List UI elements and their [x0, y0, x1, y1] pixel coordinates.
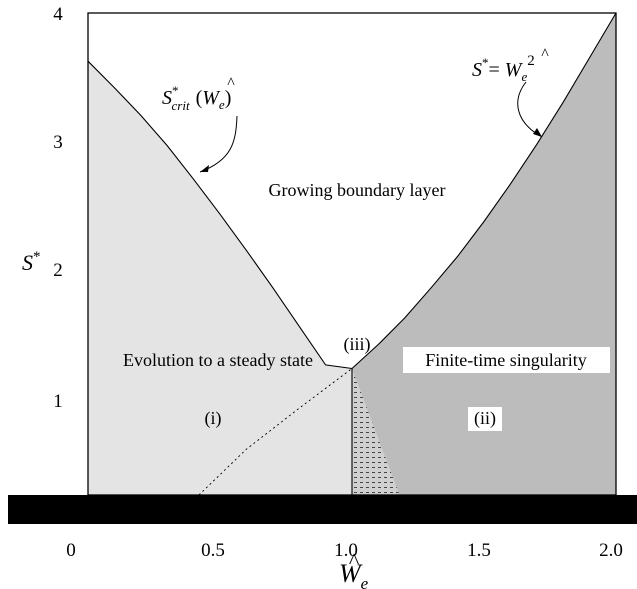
- parabola-label: S*= We2: [472, 53, 535, 84]
- y-axis-label: S*: [22, 249, 41, 275]
- region-label-steady: Evolution to a steady state: [123, 350, 313, 370]
- x-axis-label-base: W: [339, 559, 363, 588]
- crit-curve-pointer: [199, 115, 238, 173]
- svg-text:S*: S*: [22, 249, 41, 275]
- hatched-wedge: [352, 368, 400, 495]
- x-tick-label: 0.5: [201, 540, 225, 561]
- region-tag-iii: (iii): [344, 334, 371, 355]
- crit-curve-label-hat: ^: [227, 75, 235, 92]
- region-steady-state-area: [88, 61, 352, 495]
- parabola-pointer: [517, 81, 543, 138]
- crit-curve-arrowhead: [200, 165, 209, 172]
- x-axis-label-sub: e: [361, 574, 369, 589]
- region-label-singularity: Finite-time singularity: [425, 350, 586, 370]
- parabola-arrowhead: [533, 128, 542, 137]
- x-axis-band: [8, 495, 637, 524]
- crit-curve-label: S* crit (We): [162, 83, 231, 113]
- series-dotted-boundary: [198, 368, 353, 496]
- curves-layer: [87, 12, 617, 496]
- region-tag-ii: (ii): [474, 408, 496, 429]
- region-singularity-area: [352, 13, 616, 495]
- svg-text:We: We: [339, 559, 369, 589]
- region-label-growing: Growing boundary layer: [269, 180, 446, 200]
- x-tick-label: 1.0: [334, 540, 358, 561]
- regions-layer: [88, 13, 616, 495]
- singularity-label-bg: [403, 347, 610, 373]
- y-axis-label-base: S: [22, 250, 33, 275]
- region-tag-i: (i): [205, 408, 222, 429]
- x-tick-labels: 0 0.5 1.0 1.5 2.0: [66, 540, 623, 561]
- series-parabola-curve: [351, 12, 617, 369]
- curve-annotations: S* crit (We) ^ S*= We2 ^: [162, 46, 549, 173]
- x-axis-label: We ^: [339, 548, 369, 589]
- x-tick-label: 0: [66, 540, 76, 561]
- y-tick-label: 2: [53, 260, 63, 281]
- tag-ii-bg: [468, 407, 502, 431]
- x-tick-label: 2.0: [599, 540, 623, 561]
- series-crit-curve: [87, 60, 353, 370]
- y-tick-label: 3: [53, 132, 63, 153]
- parabola-label-hat: ^: [541, 46, 549, 63]
- x-tick-label: 1.5: [467, 540, 491, 561]
- x-axis-label-hat: ^: [349, 548, 360, 573]
- y-tick-label: 4: [53, 4, 63, 25]
- y-tick-label: 1: [53, 391, 63, 412]
- region-labels: Growing boundary layer (iii) Evolution t…: [123, 180, 610, 431]
- y-axis-label-sup: *: [33, 249, 41, 265]
- y-tick-labels: 1 2 3 4: [53, 4, 63, 412]
